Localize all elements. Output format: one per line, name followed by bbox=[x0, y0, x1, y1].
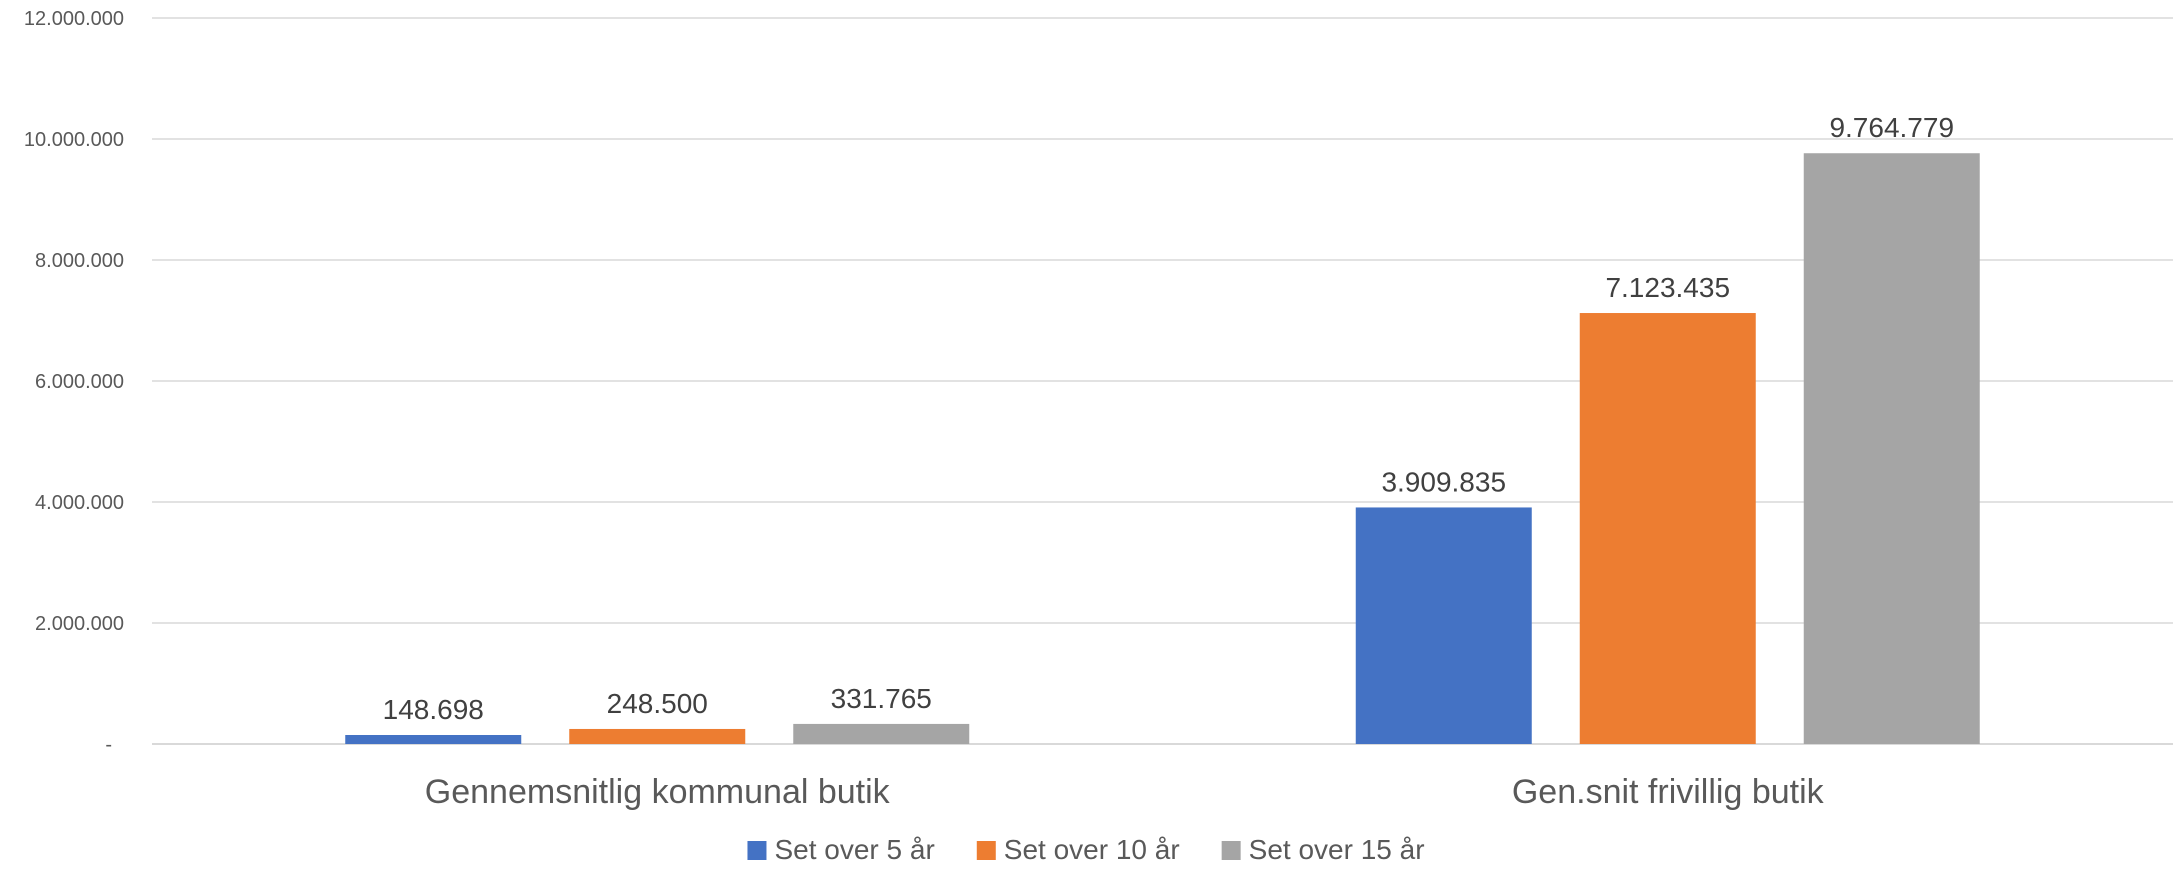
legend-label: Set over 15 år bbox=[1249, 834, 1425, 865]
legend-item: Set over 15 år bbox=[1221, 834, 1425, 865]
legend: Set over 5 år Set over 10 år Set over 15 å… bbox=[747, 834, 1425, 865]
legend-item: Set over 5 år bbox=[747, 834, 935, 865]
data-label: 248.500 bbox=[607, 688, 708, 719]
y-tick-label: 8.000.000 bbox=[35, 250, 124, 272]
category-label: Gennemsnitlig kommunal butik bbox=[425, 773, 891, 811]
x-axis-categories: Gennemsnitlig kommunal butik Gen.snit fri… bbox=[425, 773, 1825, 811]
data-label: 331.765 bbox=[831, 683, 932, 714]
y-tick-label: 2.000.000 bbox=[35, 613, 124, 635]
bar-1-series-2 bbox=[569, 728, 746, 744]
legend-swatch bbox=[747, 841, 767, 860]
bar-2-series-2 bbox=[1579, 313, 1756, 744]
legend-swatch bbox=[1221, 841, 1241, 860]
bar-2-series-3 bbox=[1803, 153, 1980, 745]
data-label: 7.123.435 bbox=[1605, 272, 1730, 303]
bar-2-series-1 bbox=[1355, 507, 1532, 744]
y-tick-label: 12.000.000 bbox=[24, 8, 124, 30]
legend-item: Set over 10 år bbox=[976, 834, 1180, 865]
data-label: 148.698 bbox=[383, 694, 484, 725]
y-axis-ticks: - 2.000.000 4.000.000 6.000.000 8.000.000 10.… bbox=[24, 8, 124, 756]
legend-swatch bbox=[976, 841, 996, 860]
data-labels: 148.698 248.500 331.765 3.909.835 7.123.435 9… bbox=[383, 112, 1954, 725]
legend-label: Set over 5 år bbox=[774, 834, 934, 865]
category-label: Gen.snit frivillig butik bbox=[1512, 773, 1825, 811]
legend-label: Set over 10 år bbox=[1004, 834, 1180, 865]
bar-1-series-3 bbox=[793, 723, 970, 744]
data-label: 9.764.779 bbox=[1829, 112, 1954, 143]
y-tick-label: 10.000.000 bbox=[24, 129, 124, 151]
y-tick-label: 4.000.000 bbox=[35, 492, 124, 514]
bar-1-series-1 bbox=[345, 735, 522, 744]
data-label: 3.909.835 bbox=[1381, 466, 1506, 497]
y-tick-label: - bbox=[105, 734, 112, 756]
y-tick-label: 6.000.000 bbox=[35, 371, 124, 393]
bars bbox=[345, 153, 1980, 745]
